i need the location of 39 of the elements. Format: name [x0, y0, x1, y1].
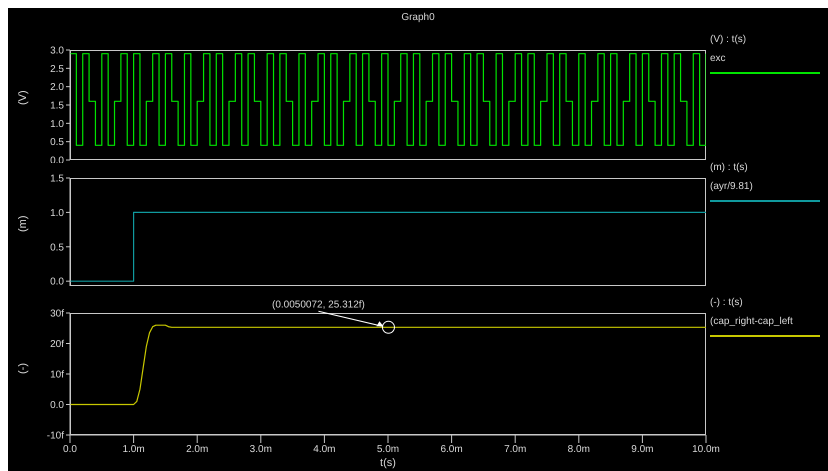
y-axis-title: (m) — [16, 216, 29, 232]
x-tick-label: 3.0m — [250, 444, 272, 456]
y-axis-title: (V) — [16, 90, 29, 105]
y-tick-label: 1.0 — [50, 118, 64, 130]
y-tick-label: 0.5 — [50, 242, 64, 254]
y-tick-label: 1.5 — [50, 174, 64, 185]
y-tick-label: 3.0 — [50, 46, 64, 57]
x-tick-label: 5.0m — [376, 444, 400, 456]
y-tick-label: 0.5 — [50, 137, 64, 148]
legend-title: (V) : t(s) — [710, 34, 748, 45]
x-tick-label: 0.0 — [63, 444, 78, 456]
line-series — [70, 324, 706, 406]
y-tick-label: 10f — [50, 370, 64, 381]
text: (ayr/9.81) — [710, 181, 754, 192]
x-tick-label: 6.0m — [440, 444, 463, 456]
series-label: (cap_right-cap_left — [710, 316, 794, 327]
y-tick-label: 30f — [50, 308, 64, 320]
y-tick-label: -10f — [46, 430, 64, 442]
chart-title: Graph0 — [400, 12, 436, 23]
annotation: (0.0050072, 25.312f) — [272, 299, 365, 310]
x-tick-label: 10.0m — [692, 444, 720, 456]
y-tick-label: 20f — [50, 339, 64, 350]
x-tick-label: 8.0m — [568, 444, 590, 456]
x-tick-label: 1.0m — [122, 444, 145, 456]
x-tick-label: 2.0m — [186, 444, 208, 456]
x-tick-label: 4.0m — [313, 444, 336, 456]
x-axis-title: t(s) — [380, 457, 396, 469]
legend-title: (m) : t(s) — [710, 162, 749, 173]
y-tick-label: 2.5 — [50, 64, 64, 75]
y-tick-label: 1.0 — [50, 208, 64, 219]
x-tick-label: 7.0m — [504, 444, 526, 456]
legend-title: (-) : t(s) — [710, 297, 744, 308]
y-tick-label: 2.0 — [50, 82, 64, 94]
y-tick-label: 0.0 — [50, 400, 64, 412]
series-label: exc — [710, 53, 727, 64]
y-axis-title: (-) — [16, 363, 29, 374]
y-tick-label: 0.0 — [50, 276, 64, 288]
x-tick-label: 9.0m — [631, 444, 654, 456]
y-tick-label: 1.5 — [50, 100, 64, 112]
